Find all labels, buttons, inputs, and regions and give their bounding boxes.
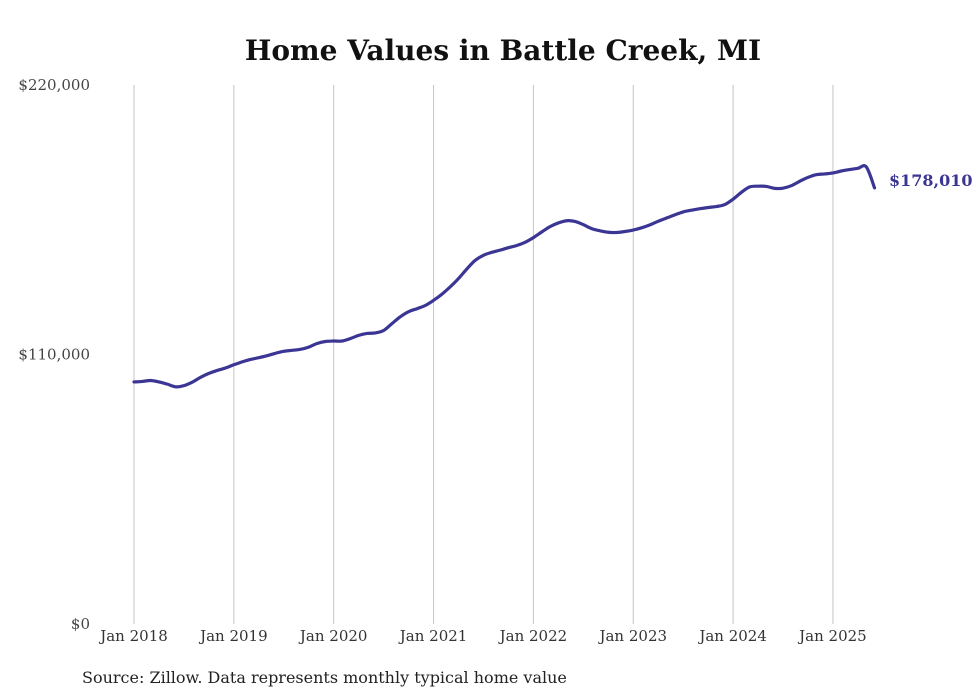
x-tick-label: Jan 2019 [198, 627, 268, 645]
x-tick-label: Jan 2023 [597, 627, 667, 645]
y-axis-tick-labels: $0 $110,000 $220,000 [18, 76, 90, 633]
gridlines [133, 85, 834, 624]
x-tick-label: Jan 2025 [797, 627, 867, 645]
x-tick-label: Jan 2022 [498, 627, 568, 645]
chart-title: Home Values in Battle Creek, MI [245, 34, 761, 67]
y-tick-label: $0 [71, 615, 90, 633]
x-tick-label: Jan 2020 [298, 627, 368, 645]
y-tick-label: $110,000 [18, 346, 90, 364]
x-tick-label: Jan 2021 [398, 627, 468, 645]
x-axis-tick-labels: Jan 2018 Jan 2019 Jan 2020 Jan 2021 Jan 2022… [98, 627, 867, 645]
x-tick-label: Jan 2024 [697, 627, 767, 645]
source-note: Source: Zillow. Data represents monthly … [82, 668, 567, 687]
x-tick-label: Jan 2018 [98, 627, 168, 645]
series-line [132, 164, 877, 389]
y-tick-label: $220,000 [18, 76, 90, 94]
end-value-label: $178,010 [889, 171, 973, 190]
